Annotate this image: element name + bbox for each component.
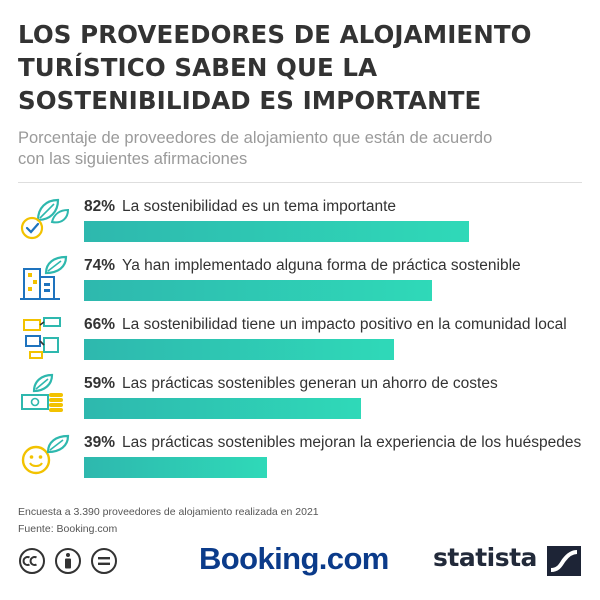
title-line: TURÍSTICO SABEN QUE LA — [18, 53, 378, 82]
bar-label: 82% La sostenibilidad es un tema importan… — [84, 198, 396, 216]
bar — [84, 221, 469, 242]
bar-track — [84, 339, 554, 360]
category-label: La sostenibilidad tiene un impacto posit… — [122, 316, 567, 333]
category-label: Las prácticas sostenibles generan un aho… — [122, 375, 498, 392]
title-line: SOSTENIBILIDAD ES IMPORTANTE — [18, 86, 482, 115]
bar-track — [84, 221, 554, 242]
chart-subtitle: Porcentaje de proveedores de alojamiento… — [18, 128, 578, 170]
chart-title: LOS PROVEEDORES DE ALOJAMIENTO TURÍSTICO… — [18, 18, 588, 117]
value-label: 82% — [84, 198, 116, 215]
bar-row: 74% Ya han implementado alguna forma de p… — [0, 249, 600, 307]
booking-logo: Booking.com — [199, 541, 389, 576]
category-label: La sostenibilidad es un tema importante — [122, 198, 397, 215]
subtitle-line: Porcentaje de proveedores de alojamiento… — [18, 129, 493, 147]
category-label: Las prácticas sostenibles mejoran la exp… — [122, 434, 582, 451]
no-derivatives-icon — [91, 548, 117, 574]
creative-commons-icons — [19, 548, 117, 574]
leaf-checkmark-icon — [20, 198, 70, 240]
bar-track — [84, 398, 554, 419]
bar-label: 59% Las prácticas sostenibles generan un … — [84, 375, 498, 393]
bar-label: 39% Las prácticas sostenibles mejoran la … — [84, 434, 581, 452]
bar-row: 66% La sostenibilidad tiene un impacto po… — [0, 308, 600, 366]
subtitle-line: con las siguientes afirmaciones — [18, 150, 248, 168]
bar-label: 66% La sostenibilidad tiene un impacto po… — [84, 316, 567, 334]
bar-row: 39% Las prácticas sostenibles mejoran la … — [0, 426, 600, 484]
hands-icon — [23, 317, 61, 359]
bar-track — [84, 280, 554, 301]
survey-note: Encuesta a 3.390 proveedores de alojamie… — [18, 506, 319, 518]
bar — [84, 280, 432, 301]
divider — [18, 182, 582, 183]
source-note: Fuente: Booking.com — [18, 523, 118, 535]
bar — [84, 457, 267, 478]
buildings-leaf-icon — [20, 255, 68, 300]
bar-chart: 82% La sostenibilidad es un tema importan… — [0, 190, 600, 490]
bar-track — [84, 457, 554, 478]
value-label: 39% — [84, 434, 116, 451]
bar-row: 82% La sostenibilidad es un tema importan… — [0, 190, 600, 248]
bar — [84, 398, 361, 419]
title-line: LOS PROVEEDORES DE ALOJAMIENTO — [18, 20, 532, 49]
attribution-icon — [55, 548, 81, 574]
statista-wordmark: statista — [433, 543, 537, 572]
statista-logo-icon — [547, 546, 581, 576]
category-label: Ya han implementado alguna forma de prác… — [122, 257, 521, 274]
cc-icon — [19, 548, 45, 574]
bar — [84, 339, 394, 360]
value-label: 74% — [84, 257, 116, 274]
bar-row: 59% Las prácticas sostenibles generan un … — [0, 367, 600, 425]
value-label: 66% — [84, 316, 116, 333]
smiley-leaf-icon — [21, 434, 70, 475]
value-label: 59% — [84, 375, 116, 392]
bar-label: 74% Ya han implementado alguna forma de p… — [84, 257, 521, 275]
money-coins-leaf-icon — [21, 373, 63, 412]
